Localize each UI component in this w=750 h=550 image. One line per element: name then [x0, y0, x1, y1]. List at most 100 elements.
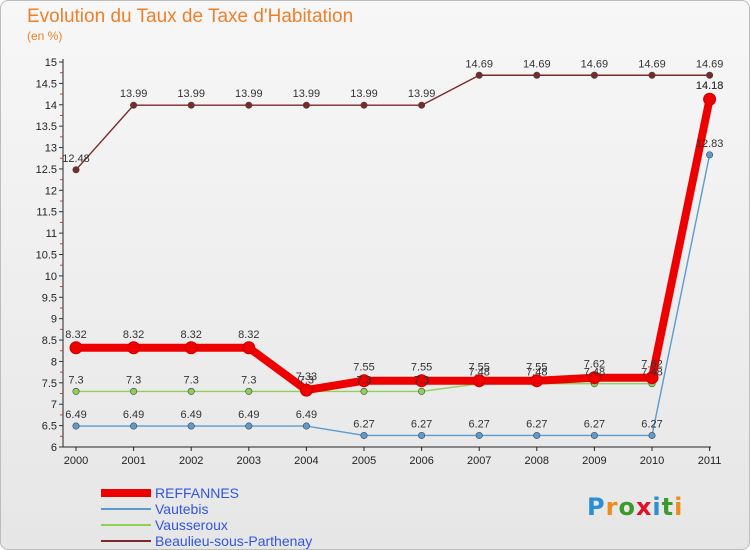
y-tick-label: 7.5	[42, 378, 57, 390]
data-label: 7.3	[356, 374, 371, 386]
data-point	[418, 387, 426, 395]
y-tick-label: 14.5	[36, 78, 57, 90]
data-label: 7.3	[68, 374, 83, 386]
data-label: 6.27	[468, 418, 489, 430]
data-label: 14.18	[696, 80, 724, 92]
data-point	[72, 422, 80, 430]
x-tick-label: 2011	[698, 455, 722, 467]
data-label: 13.99	[177, 88, 205, 100]
y-tick-label: 9	[51, 314, 57, 326]
x-tick-label: 2001	[121, 455, 145, 467]
legend-label: Beaulieu-sous-Parthenay	[155, 533, 313, 549]
x-tick-label: 2009	[582, 455, 606, 467]
legend-label: Vausseroux	[155, 517, 228, 533]
data-label: 7.3	[184, 374, 199, 386]
data-label: 13.99	[408, 88, 436, 100]
data-point	[475, 71, 483, 79]
data-point	[587, 371, 601, 385]
data-point	[245, 422, 253, 430]
data-point	[299, 383, 313, 397]
y-tick-label: 6.5	[42, 421, 57, 433]
data-point	[590, 71, 598, 79]
data-label: 13.99	[120, 88, 148, 100]
data-point	[302, 422, 310, 430]
logo-letter: r	[605, 493, 619, 521]
y-tick-label: 8.5	[42, 335, 57, 347]
data-label: 6.27	[584, 418, 605, 430]
data-point	[590, 431, 598, 439]
data-label: 7.48	[468, 367, 489, 379]
data-point	[130, 422, 138, 430]
y-tick-label: 12	[45, 185, 57, 197]
y-tick-label: 9.5	[42, 292, 57, 304]
data-point	[245, 101, 253, 109]
legend-label: Vautebis	[155, 501, 209, 517]
x-tick-label: 2000	[64, 455, 88, 467]
data-label: 8.32	[123, 329, 144, 341]
data-point	[187, 387, 195, 395]
y-tick-label: 8	[51, 356, 57, 368]
data-point	[360, 387, 368, 395]
data-point	[72, 166, 80, 174]
data-label: 13.99	[350, 88, 378, 100]
data-label: 6.27	[526, 418, 547, 430]
y-tick-label: 13.5	[36, 121, 57, 133]
data-label: 14.69	[581, 58, 609, 70]
data-label: 6.27	[411, 418, 432, 430]
data-point	[242, 341, 256, 355]
data-label: 7.55	[353, 362, 374, 374]
data-point	[245, 387, 253, 395]
data-point	[187, 422, 195, 430]
data-label: 7.55	[411, 362, 432, 374]
data-label: 7.62	[584, 359, 605, 371]
data-point	[533, 71, 541, 79]
legend-swatch	[101, 489, 151, 497]
data-point	[472, 374, 486, 388]
y-tick-label: 10	[45, 271, 57, 283]
data-point	[415, 374, 429, 388]
data-label: 14.13	[696, 80, 724, 92]
logo-letter: o	[618, 493, 636, 521]
data-point	[648, 71, 656, 79]
data-point	[360, 431, 368, 439]
data-point	[357, 374, 371, 388]
x-tick-label: 2008	[525, 455, 549, 467]
data-label: 13.99	[235, 88, 263, 100]
series-line-vausseroux	[75, 96, 711, 393]
data-label: 7.48	[641, 367, 662, 379]
y-tick-label: 6	[51, 442, 57, 454]
legend-swatch	[101, 540, 151, 542]
data-label: 6.49	[238, 409, 259, 421]
data-label: 6.27	[641, 418, 662, 430]
data-point	[127, 341, 141, 355]
series-line-beaulieu-sous-parthenay	[75, 74, 711, 171]
y-tick-label: 14	[45, 100, 57, 112]
data-label: 7.48	[526, 367, 547, 379]
data-point	[703, 92, 717, 106]
chart-subtitle: (en %)	[27, 29, 63, 43]
proxiti-logo: Proxiti	[587, 493, 683, 521]
data-point	[130, 387, 138, 395]
data-label: 14.69	[696, 58, 724, 70]
y-tick-label: 13	[45, 143, 57, 155]
data-point	[72, 387, 80, 395]
data-point	[187, 101, 195, 109]
data-label: 12.83	[696, 138, 724, 150]
data-label: 7.33	[296, 371, 317, 383]
data-label: 14.69	[523, 58, 551, 70]
data-point	[302, 101, 310, 109]
data-label: 13.99	[293, 88, 321, 100]
series-line-vautebis	[75, 154, 711, 437]
y-tick-label: 15	[45, 57, 57, 69]
data-label: 8.32	[65, 329, 86, 341]
logo-letter: t	[661, 493, 675, 521]
data-point	[645, 371, 659, 385]
data-label: 14.69	[638, 58, 666, 70]
data-point	[418, 101, 426, 109]
data-point	[184, 341, 198, 355]
data-label: 14.69	[465, 58, 493, 70]
data-label: 7.3	[126, 374, 141, 386]
x-tick-label: 2005	[352, 455, 376, 467]
